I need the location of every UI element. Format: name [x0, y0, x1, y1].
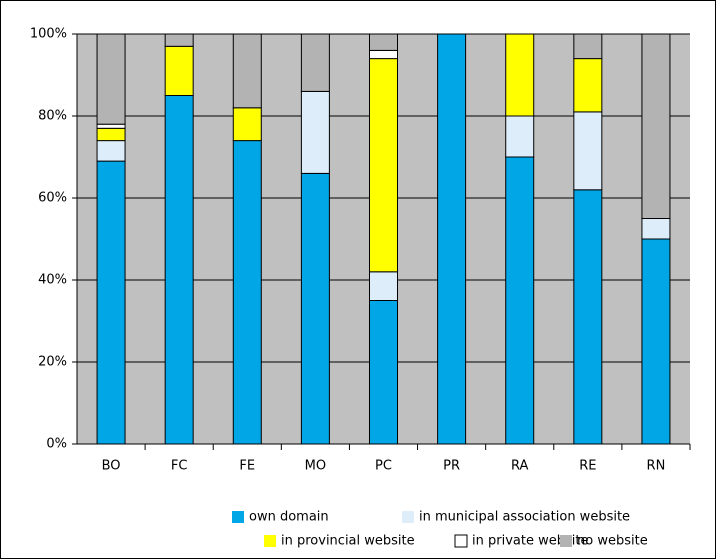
bar-segment	[96, 160, 126, 445]
bar-segment	[505, 156, 535, 445]
bar-segment	[300, 172, 330, 445]
x-tick-label: MO	[305, 459, 326, 474]
legend-label: in private website	[472, 534, 588, 549]
y-tick-label: 40%	[38, 273, 67, 288]
bar-segment	[232, 140, 262, 445]
y-tick-label: 60%	[38, 191, 67, 206]
legend-label: in municipal association website	[419, 510, 630, 525]
bar-segment	[232, 33, 262, 109]
bar-segment	[437, 33, 467, 445]
bar-segment	[641, 218, 671, 240]
y-tick-label: 0%	[46, 437, 67, 452]
legend-label: own domain	[249, 510, 329, 525]
x-tick-label: RA	[511, 459, 529, 474]
bar-segment	[573, 58, 603, 113]
bar-segment	[369, 271, 398, 301]
bar-segment	[369, 49, 398, 60]
bar-segment	[573, 33, 603, 60]
bar-segment	[641, 238, 671, 445]
bar-segment	[232, 107, 262, 142]
bar-segment	[641, 33, 671, 219]
legend-label: no website	[577, 534, 648, 549]
x-tick-label: PC	[375, 459, 392, 474]
x-tick-label: RE	[579, 459, 596, 474]
legend-swatch	[264, 535, 276, 547]
x-tick-label: BO	[102, 459, 121, 474]
bar-segment	[573, 111, 603, 191]
y-tick-label: 80%	[38, 109, 67, 124]
legend-swatch	[232, 511, 244, 523]
x-tick-label: FE	[239, 459, 255, 474]
bar-segment	[96, 33, 126, 125]
bar-segment	[96, 123, 126, 129]
legend-label: in provincial website	[281, 534, 415, 549]
bar-segment	[505, 115, 535, 158]
bar-segment	[573, 189, 603, 445]
y-tick-label: 20%	[38, 355, 67, 370]
bar-segment	[96, 127, 126, 142]
legend-swatch	[454, 534, 468, 548]
bar-segment	[369, 33, 398, 51]
legend-swatch	[560, 535, 572, 547]
x-tick-label: RN	[647, 459, 666, 474]
bar-segment	[164, 33, 194, 47]
x-tick-label: FC	[171, 459, 188, 474]
bar-segment	[505, 33, 535, 117]
bar-segment	[300, 90, 330, 174]
bar-segment	[164, 95, 194, 445]
bar-segment	[369, 300, 398, 445]
bar-segment	[300, 33, 330, 92]
y-tick-label: 100%	[30, 27, 67, 42]
bar-segment	[96, 140, 126, 162]
bar-segment	[369, 58, 398, 273]
legend-swatch	[402, 511, 414, 523]
x-tick-label: PR	[443, 459, 460, 474]
bar-segment	[164, 45, 194, 96]
